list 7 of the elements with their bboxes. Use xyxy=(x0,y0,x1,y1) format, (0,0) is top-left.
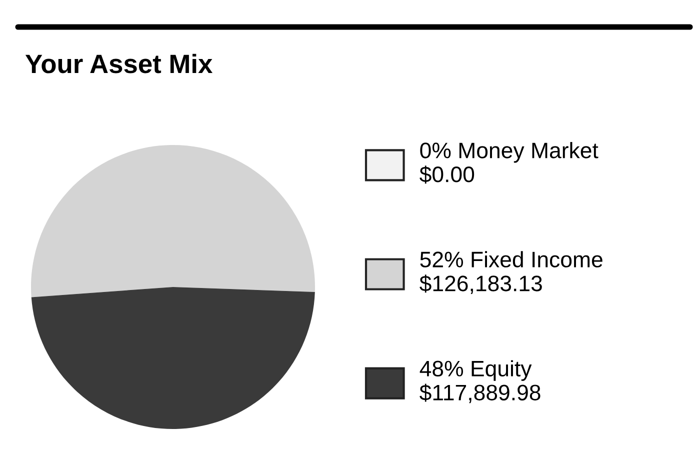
legend-label: 0% Money Market xyxy=(420,142,598,163)
text: $0.00 xyxy=(420,166,474,184)
legend-label: 48% Equity xyxy=(420,360,532,381)
data-label: $117,889.98 xyxy=(420,384,540,404)
data-label: $126,183.13 xyxy=(420,274,542,294)
legend-label: 52% Fixed Income xyxy=(420,251,602,268)
chart-title: Your Asset Mix xyxy=(25,54,213,74)
